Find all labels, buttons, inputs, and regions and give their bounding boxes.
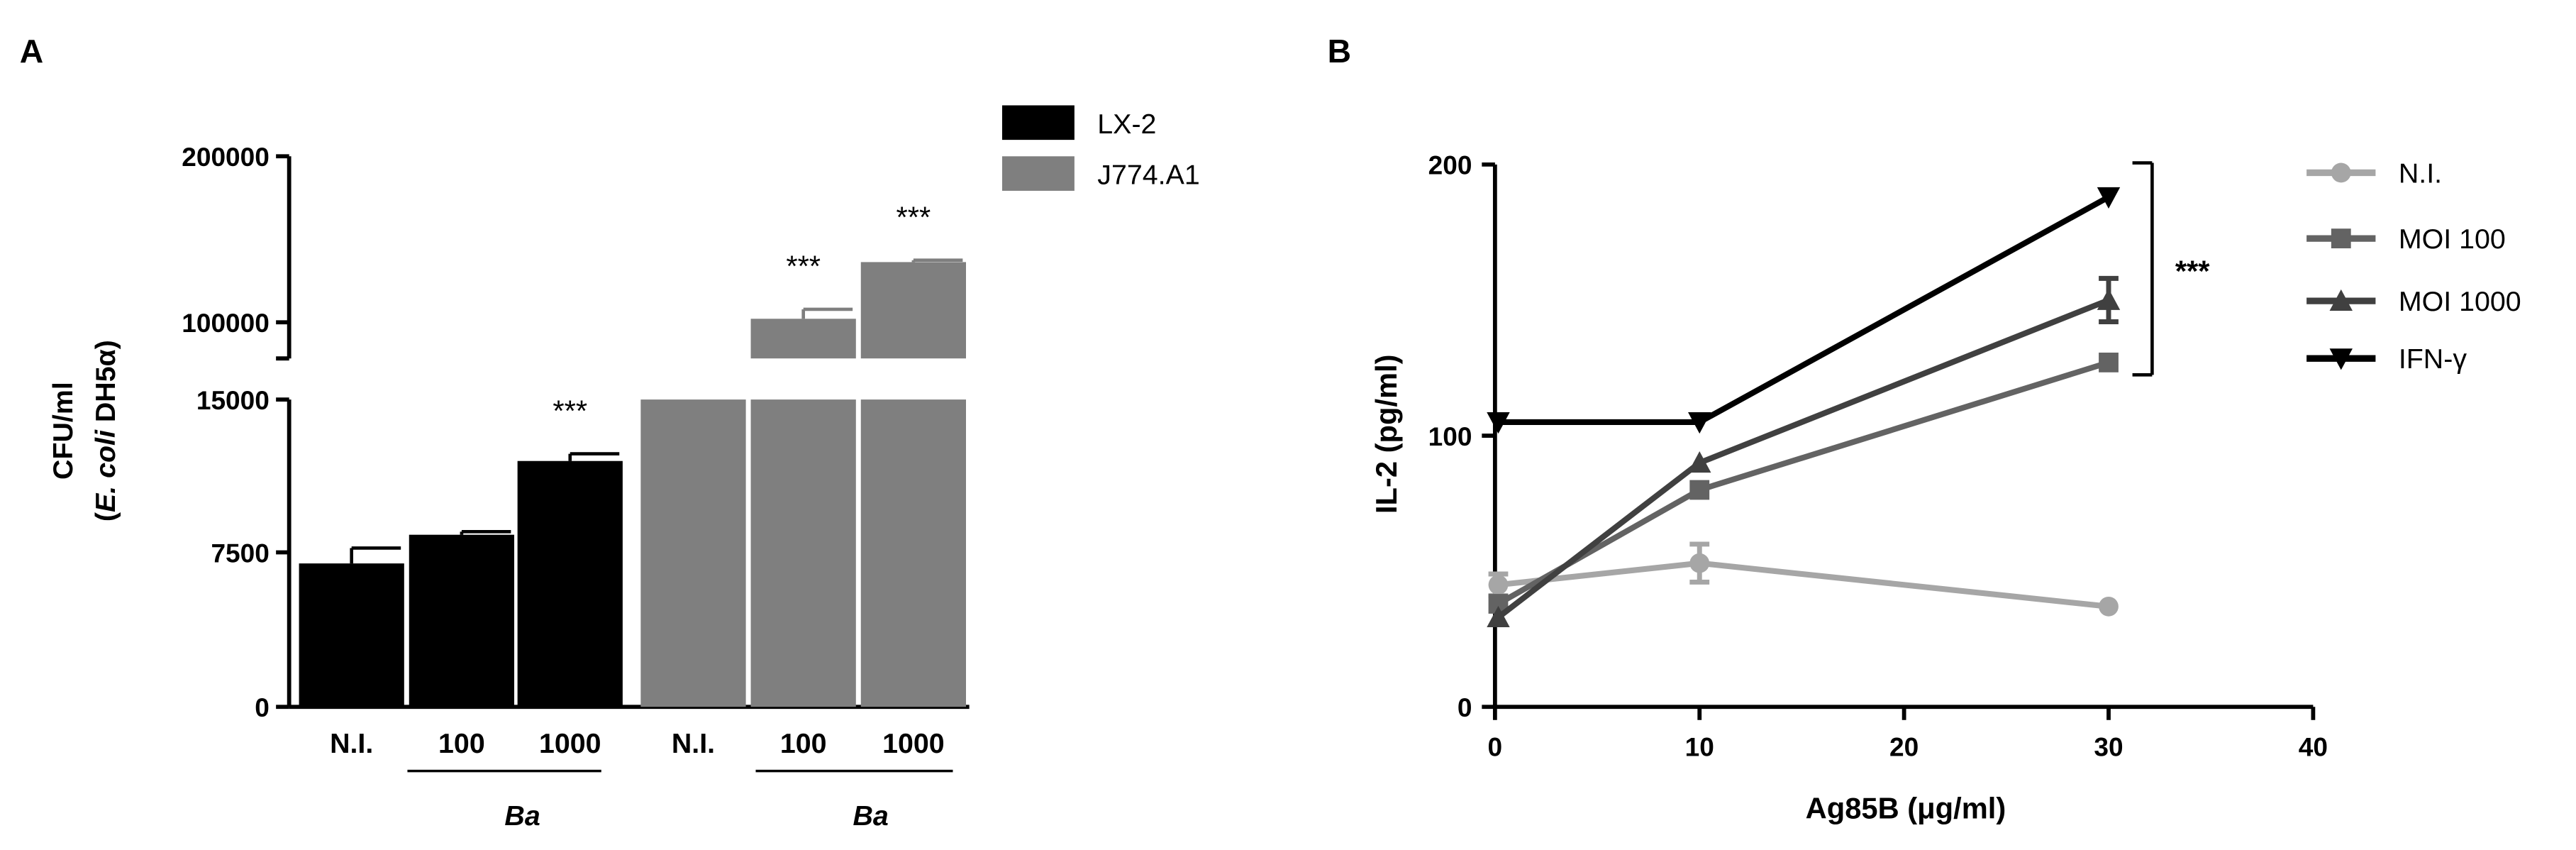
data-point — [2097, 288, 2121, 310]
bar — [640, 399, 746, 707]
y-tick-label: 0 — [1458, 692, 1472, 722]
bar-upper — [750, 319, 856, 359]
panel-b-sig: *** — [2175, 254, 2210, 287]
significance-label: *** — [896, 200, 931, 233]
legend-swatch-j774 — [1001, 156, 1075, 191]
x-tick-label: 10 — [1685, 732, 1714, 762]
legend-b: N.I. MOI 100 MOI 1000 IFN-γ — [2306, 158, 2521, 375]
data-point — [2099, 596, 2119, 617]
legend-marker-ni — [2331, 162, 2351, 183]
panel-a-ytick: 100000 — [182, 308, 270, 338]
legend-marker-ifn — [2329, 348, 2353, 370]
legend-label-ifn: IFN-γ — [2399, 343, 2467, 375]
panel-b-label: B — [1328, 33, 1351, 70]
data-point — [1487, 412, 1510, 434]
data-point — [1688, 412, 1711, 434]
bar — [750, 399, 856, 707]
panel-a-group-label: Ba — [853, 800, 888, 832]
legend-label-lx2: LX-2 — [1097, 109, 1156, 140]
series-line — [1498, 560, 2109, 609]
panel-a-ytick: 15000 — [196, 385, 270, 415]
data-point — [1689, 480, 1710, 500]
x-tick-label: 30 — [2094, 732, 2123, 762]
panel-a-ytick: 7500 — [211, 538, 269, 568]
bar — [299, 563, 404, 707]
panel-a-xtick: 100 — [780, 728, 827, 759]
x-tick-label: 20 — [1889, 732, 1919, 762]
panel-a-xtick: N.I. — [330, 728, 373, 759]
x-tick-label: 0 — [1488, 732, 1503, 762]
legend-marker-moi1000 — [2329, 289, 2353, 311]
significance-label: *** — [786, 250, 821, 283]
panel-a-ylabel-line1: CFU/ml — [48, 382, 79, 480]
y-tick-label: 200 — [1428, 150, 1472, 180]
series-line — [1497, 359, 2110, 607]
data-point — [2099, 352, 2119, 372]
data-point — [2097, 187, 2121, 209]
panel-a-ylabel-line2: (E. coli DH5α) — [90, 340, 121, 521]
legend-label-moi100: MOI 100 — [2399, 223, 2506, 255]
bar — [409, 534, 515, 707]
data-point — [1488, 575, 1509, 595]
panel-b-ticks: 0 10 20 30 40 0 100 200 — [1428, 150, 2328, 762]
legend-swatch-lx2 — [1001, 105, 1075, 140]
legend-label-ni: N.I. — [2399, 158, 2442, 189]
data-point — [1688, 451, 1711, 473]
y-tick-label: 100 — [1428, 421, 1472, 451]
legend-label-j774: J774.A1 — [1097, 160, 1199, 191]
panel-a-xtick: 100 — [438, 728, 485, 759]
panel-b-ylabel: IL-2 (pg/ml) — [1370, 354, 1403, 514]
panel-a-group-label: Ba — [504, 800, 540, 832]
legend-marker-moi100 — [2331, 228, 2351, 248]
panel-a-xtick: 1000 — [539, 728, 601, 759]
bar-upper — [860, 262, 966, 359]
x-tick-label: 40 — [2299, 732, 2328, 762]
panel-a-ytick: 200000 — [182, 142, 270, 172]
bar — [860, 399, 966, 707]
panel-a-xtick: N.I. — [672, 728, 715, 759]
panel-a-label: A — [20, 33, 43, 70]
panel-a-ytick: 0 — [255, 692, 270, 722]
panel-b-xlabel: Ag85B (μg/ml) — [1806, 792, 2006, 825]
data-point — [1689, 553, 1710, 573]
bar — [517, 460, 623, 707]
panel-a-xtick: 1000 — [882, 728, 945, 759]
legend-label-moi1000: MOI 1000 — [2399, 286, 2521, 317]
data-point — [1487, 605, 1510, 628]
panel-a-bars: *** *** *** — [299, 200, 966, 707]
significance-label: *** — [553, 394, 587, 427]
panel-b-series — [1487, 187, 2121, 628]
